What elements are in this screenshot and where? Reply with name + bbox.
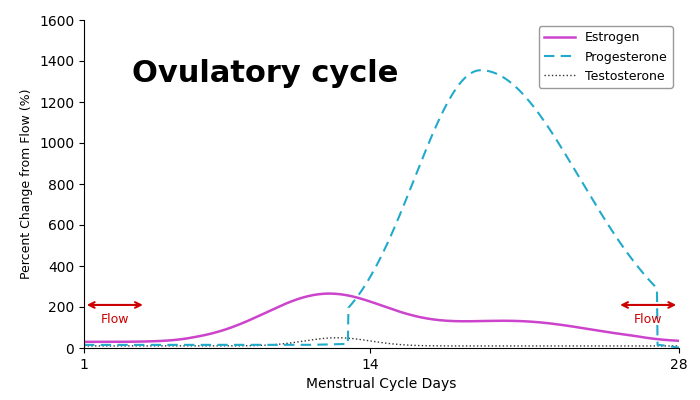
X-axis label: Menstrual Cycle Days: Menstrual Cycle Days — [307, 377, 456, 391]
Y-axis label: Percent Change from Flow (%): Percent Change from Flow (%) — [20, 89, 34, 279]
Line: Estrogen: Estrogen — [84, 294, 679, 342]
Progesterone — [675, 345, 683, 350]
Progesterone — [477, 68, 485, 73]
Estrogen — [326, 291, 334, 296]
Text: Flow: Flow — [634, 313, 662, 326]
Estrogen — [80, 340, 88, 344]
Testosterone — [333, 335, 342, 340]
Progesterone — [342, 342, 350, 346]
Estrogen — [321, 291, 329, 296]
Legend: Estrogen, Progesterone, Testosterone: Estrogen, Progesterone, Testosterone — [539, 26, 673, 88]
Text: Flow: Flow — [101, 313, 129, 326]
Progesterone — [141, 342, 149, 347]
Testosterone — [675, 344, 683, 348]
Estrogen — [545, 321, 553, 326]
Testosterone — [545, 344, 553, 348]
Progesterone — [545, 125, 553, 130]
Testosterone — [342, 336, 351, 340]
Testosterone — [623, 344, 631, 348]
Progesterone — [80, 342, 88, 347]
Line: Testosterone: Testosterone — [84, 338, 679, 346]
Testosterone — [555, 344, 564, 348]
Testosterone — [321, 336, 329, 341]
Testosterone — [80, 344, 88, 348]
Testosterone — [141, 344, 149, 348]
Line: Progesterone: Progesterone — [84, 70, 679, 348]
Estrogen — [555, 322, 564, 327]
Estrogen — [675, 338, 683, 343]
Progesterone — [555, 142, 564, 147]
Progesterone — [321, 342, 329, 347]
Testosterone — [489, 344, 498, 348]
Text: Ovulatory cycle: Ovulatory cycle — [132, 59, 398, 88]
Estrogen — [141, 339, 149, 344]
Progesterone — [489, 70, 498, 75]
Estrogen — [342, 293, 351, 298]
Estrogen — [489, 318, 498, 323]
